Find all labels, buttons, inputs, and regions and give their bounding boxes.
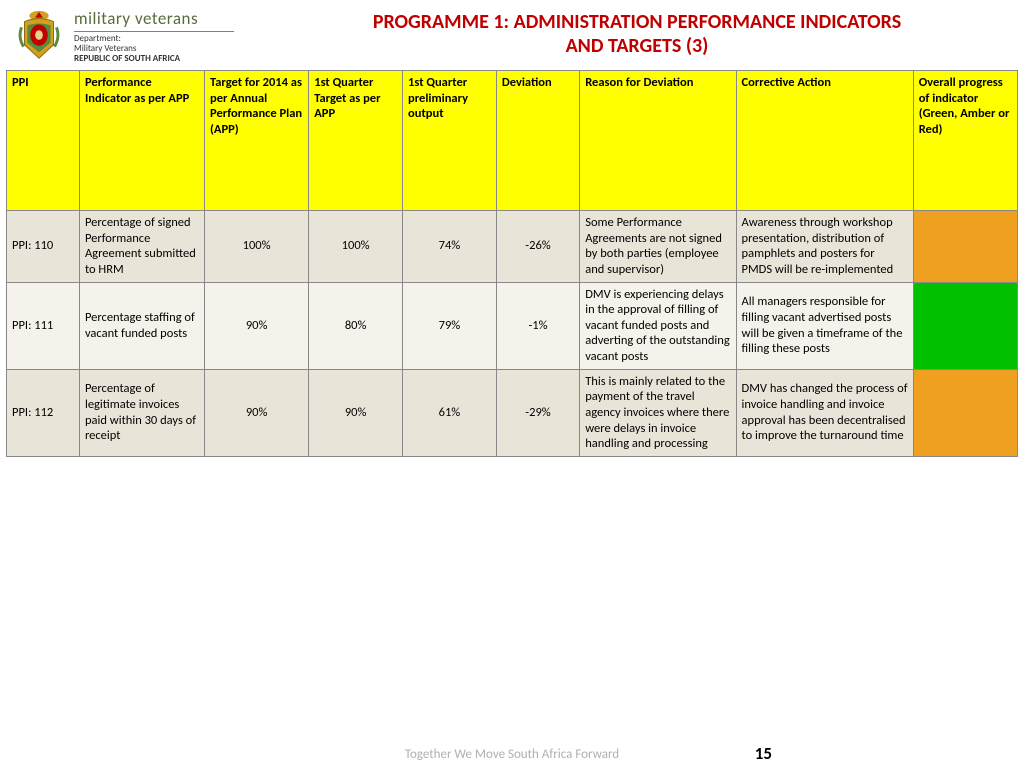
cell-indicator: Percentage of signed Performance Agreeme… — [79, 211, 204, 283]
brand-name: military veterans — [74, 10, 234, 29]
cell-target2014: 90% — [205, 369, 309, 456]
cell-ppi: PPI: 111 — [7, 282, 80, 369]
cell-target2014: 100% — [205, 211, 309, 283]
logo-block: military veterans Department: Military V… — [10, 8, 260, 66]
cell-target2014: 90% — [205, 282, 309, 369]
col-status: Overall progress of indicator (Green, Am… — [913, 71, 1017, 211]
col-ppi: PPI — [7, 71, 80, 211]
col-q1target: 1st Quarter Target as per APP — [309, 71, 403, 211]
department-text: military veterans Department: Military V… — [74, 10, 234, 63]
table-row: PPI: 110Percentage of signed Performance… — [7, 211, 1018, 283]
cell-reason: This is mainly related to the payment of… — [580, 369, 736, 456]
table-row: PPI: 111Percentage staffing of vacant fu… — [7, 282, 1018, 369]
footer-tagline: Together We Move South Africa Forward — [0, 747, 1024, 762]
cell-corrective: Awareness through workshop presentation,… — [736, 211, 913, 283]
cell-deviation: -29% — [496, 369, 579, 456]
cell-q1target: 100% — [309, 211, 403, 283]
cell-q1output: 79% — [403, 282, 497, 369]
table-header-row: PPI Performance Indicator as per APP Tar… — [7, 71, 1018, 211]
cell-q1output: 61% — [403, 369, 497, 456]
col-reason: Reason for Deviation — [580, 71, 736, 211]
cell-status — [913, 369, 1017, 456]
slide-header: military veterans Department: Military V… — [0, 0, 1024, 70]
cell-q1output: 74% — [403, 211, 497, 283]
dept-country: REPUBLIC OF SOUTH AFRICA — [74, 54, 234, 64]
page-number: 15 — [755, 743, 772, 764]
cell-q1target: 80% — [309, 282, 403, 369]
col-corrective: Corrective Action — [736, 71, 913, 211]
cell-indicator: Percentage staffing of vacant funded pos… — [79, 282, 204, 369]
title-line-2: AND TARGETS (3) — [260, 34, 1014, 58]
col-target2014: Target for 2014 as per Annual Performanc… — [205, 71, 309, 211]
cell-ppi: PPI: 112 — [7, 369, 80, 456]
col-indicator: Performance Indicator as per APP — [79, 71, 204, 211]
cell-q1target: 90% — [309, 369, 403, 456]
col-q1output: 1st Quarter preliminary output — [403, 71, 497, 211]
table-container: PPI Performance Indicator as per APP Tar… — [0, 70, 1024, 457]
title-line-1: PROGRAMME 1: ADMINISTRATION PERFORMANCE … — [260, 10, 1014, 34]
cell-corrective: DMV has changed the process of invoice h… — [736, 369, 913, 456]
cell-reason: Some Performance Agreements are not sign… — [580, 211, 736, 283]
cell-deviation: -26% — [496, 211, 579, 283]
cell-status — [913, 211, 1017, 283]
col-deviation: Deviation — [496, 71, 579, 211]
cell-indicator: Percentage of legitimate invoices paid w… — [79, 369, 204, 456]
cell-ppi: PPI: 110 — [7, 211, 80, 283]
performance-table: PPI Performance Indicator as per APP Tar… — [6, 70, 1018, 457]
cell-corrective: All managers responsible for filling vac… — [736, 282, 913, 369]
cell-status — [913, 282, 1017, 369]
slide-title: PROGRAMME 1: ADMINISTRATION PERFORMANCE … — [260, 8, 1014, 58]
cell-deviation: -1% — [496, 282, 579, 369]
divider — [74, 31, 234, 32]
table-row: PPI: 112Percentage of legitimate invoice… — [7, 369, 1018, 456]
cell-reason: DMV is experiencing delays in the approv… — [580, 282, 736, 369]
coat-of-arms-icon — [10, 8, 68, 66]
